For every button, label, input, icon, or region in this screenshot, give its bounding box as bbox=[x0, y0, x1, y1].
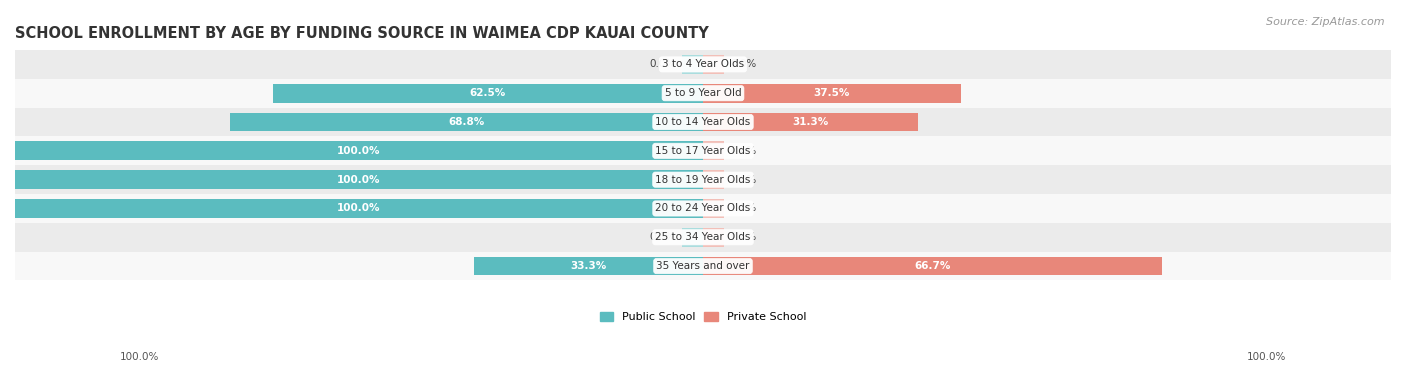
Text: 15 to 17 Year Olds: 15 to 17 Year Olds bbox=[655, 146, 751, 156]
Text: 20 to 24 Year Olds: 20 to 24 Year Olds bbox=[655, 204, 751, 213]
Bar bbox=[15, 136, 1391, 165]
Bar bbox=[682, 228, 703, 247]
Text: 0.0%: 0.0% bbox=[731, 146, 756, 156]
Bar bbox=[15, 107, 1391, 136]
Text: 37.5%: 37.5% bbox=[814, 88, 851, 98]
Text: 25 to 34 Year Olds: 25 to 34 Year Olds bbox=[655, 232, 751, 242]
Bar bbox=[15, 170, 703, 189]
Bar bbox=[474, 257, 703, 276]
Bar bbox=[229, 113, 703, 132]
Text: SCHOOL ENROLLMENT BY AGE BY FUNDING SOURCE IN WAIMEA CDP KAUAI COUNTY: SCHOOL ENROLLMENT BY AGE BY FUNDING SOUR… bbox=[15, 26, 709, 41]
Bar bbox=[682, 55, 703, 74]
Bar bbox=[703, 84, 960, 103]
Bar bbox=[703, 199, 724, 218]
Bar bbox=[703, 113, 918, 132]
Text: 5 to 9 Year Old: 5 to 9 Year Old bbox=[665, 88, 741, 98]
Text: 100.0%: 100.0% bbox=[1247, 352, 1286, 362]
Text: 0.0%: 0.0% bbox=[650, 60, 675, 69]
Bar bbox=[703, 257, 1161, 276]
Bar bbox=[703, 55, 724, 74]
Text: 62.5%: 62.5% bbox=[470, 88, 506, 98]
Text: 0.0%: 0.0% bbox=[731, 175, 756, 185]
Text: 0.0%: 0.0% bbox=[731, 232, 756, 242]
Legend: Public School, Private School: Public School, Private School bbox=[595, 307, 811, 326]
Text: 0.0%: 0.0% bbox=[731, 60, 756, 69]
Text: 0.0%: 0.0% bbox=[650, 232, 675, 242]
Text: 33.3%: 33.3% bbox=[571, 261, 606, 271]
Bar bbox=[15, 199, 703, 218]
Bar bbox=[15, 165, 1391, 194]
Text: 100.0%: 100.0% bbox=[120, 352, 159, 362]
Bar bbox=[15, 79, 1391, 107]
Bar bbox=[273, 84, 703, 103]
Text: 35 Years and over: 35 Years and over bbox=[657, 261, 749, 271]
Bar bbox=[703, 141, 724, 160]
Text: 100.0%: 100.0% bbox=[337, 146, 381, 156]
Bar bbox=[15, 194, 1391, 223]
Bar bbox=[15, 50, 1391, 79]
Text: 31.3%: 31.3% bbox=[793, 117, 828, 127]
Bar bbox=[15, 223, 1391, 252]
Bar bbox=[15, 141, 703, 160]
Text: 0.0%: 0.0% bbox=[731, 204, 756, 213]
Text: 100.0%: 100.0% bbox=[337, 175, 381, 185]
Text: 100.0%: 100.0% bbox=[337, 204, 381, 213]
Text: 66.7%: 66.7% bbox=[914, 261, 950, 271]
Bar bbox=[703, 170, 724, 189]
Text: Source: ZipAtlas.com: Source: ZipAtlas.com bbox=[1267, 17, 1385, 27]
Text: 10 to 14 Year Olds: 10 to 14 Year Olds bbox=[655, 117, 751, 127]
Text: 18 to 19 Year Olds: 18 to 19 Year Olds bbox=[655, 175, 751, 185]
Bar bbox=[15, 252, 1391, 280]
Bar bbox=[703, 228, 724, 247]
Text: 68.8%: 68.8% bbox=[449, 117, 485, 127]
Text: 3 to 4 Year Olds: 3 to 4 Year Olds bbox=[662, 60, 744, 69]
